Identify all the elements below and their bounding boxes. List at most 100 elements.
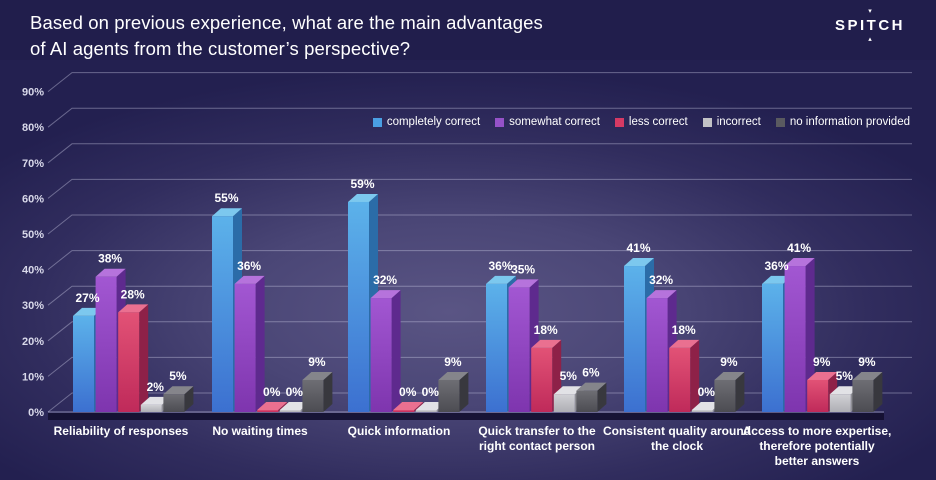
legend-label: incorrect xyxy=(716,116,761,128)
y-axis-ticks: 0% 10% 20% 30% 40% 50% 60% 70% 80% 90% xyxy=(22,87,44,419)
bar-side-face xyxy=(139,304,149,412)
bar-front-face xyxy=(646,298,668,412)
bar-somewhat-correct xyxy=(370,290,401,412)
bar-top-face xyxy=(438,371,469,380)
value-label: 59% xyxy=(350,177,374,191)
bar-front-face xyxy=(279,410,301,412)
gridline xyxy=(47,250,912,270)
value-label: 9% xyxy=(813,355,831,369)
bar-side-face xyxy=(690,339,700,412)
value-label: 36% xyxy=(764,259,788,273)
bar-front-face xyxy=(576,390,598,412)
floor-band xyxy=(48,413,884,420)
logo-triangle-down-icon: ▾ xyxy=(868,8,872,15)
y-tick-label: 30% xyxy=(22,300,44,312)
bar-front-face xyxy=(393,410,415,412)
category-label: No waiting times xyxy=(175,424,345,439)
bar-side-face xyxy=(184,386,194,412)
bar-front-face xyxy=(95,276,117,412)
gridline xyxy=(47,178,912,199)
y-tick-label: 0% xyxy=(28,407,44,419)
bar-front-face xyxy=(852,379,874,412)
bar-front-face xyxy=(212,216,233,412)
gridline xyxy=(47,143,912,164)
value-label: 32% xyxy=(649,273,673,287)
bar-somewhat-correct xyxy=(234,275,265,412)
bar-front-face xyxy=(370,298,392,412)
bar-top-face xyxy=(531,339,562,348)
bar-no-information-provided xyxy=(852,371,883,412)
bar-front-face xyxy=(234,283,256,412)
bar-front-face xyxy=(714,379,736,412)
bar-front-face xyxy=(784,266,806,412)
value-label: 0% xyxy=(698,385,716,399)
y-tick-label: 40% xyxy=(22,265,44,277)
bar-top-face xyxy=(279,402,310,410)
legend-label: less correct xyxy=(628,116,688,128)
bar-top-face xyxy=(348,193,378,202)
category-label-line: the clock xyxy=(650,439,704,453)
bar-front-face xyxy=(829,394,851,412)
gridline xyxy=(47,214,912,235)
bar-front-face xyxy=(486,283,507,412)
y-tick-label: 90% xyxy=(22,87,44,99)
legend-swatch-icon xyxy=(614,117,624,127)
chart-floor xyxy=(48,411,884,420)
bar-top-face xyxy=(691,402,722,410)
bar-top-face xyxy=(762,275,792,284)
value-label: 9% xyxy=(720,355,738,369)
header: Based on previous experience, what are t… xyxy=(0,0,936,70)
bar-front-face xyxy=(163,394,185,412)
bar-front-face xyxy=(140,404,162,412)
bar-side-face xyxy=(391,290,401,412)
page-title: Based on previous experience, what are t… xyxy=(30,10,590,62)
value-label: 27% xyxy=(75,291,99,305)
gridline xyxy=(47,107,912,128)
bar-top-face xyxy=(624,258,654,267)
bar-top-face xyxy=(212,208,242,217)
value-label: 41% xyxy=(626,241,650,255)
bar-side-face xyxy=(805,258,815,412)
category-label: Quick information xyxy=(314,424,484,439)
bar-somewhat-correct xyxy=(784,258,815,412)
chart-legend: completely correct somewhat correct less c… xyxy=(372,114,910,130)
bar-top-face xyxy=(370,290,401,299)
legend-label: completely correct xyxy=(386,116,481,128)
bar-top-face xyxy=(73,307,103,316)
bar-front-face xyxy=(807,379,829,412)
value-label: 41% xyxy=(787,241,811,255)
bar-front-face xyxy=(438,379,460,412)
legend-swatch-icon xyxy=(775,117,785,127)
category-label-line: better answers xyxy=(774,454,860,468)
bar-front-face xyxy=(118,312,140,412)
logo-text: SPITCH xyxy=(834,17,905,34)
value-label: 5% xyxy=(836,369,854,383)
spitch-logo: ▾ SPITCH ▴ xyxy=(828,8,912,44)
y-tick-label: 20% xyxy=(22,336,44,348)
y-tick-label: 60% xyxy=(22,193,44,205)
bar-front-face xyxy=(348,201,369,412)
gridline xyxy=(47,72,912,92)
legend-label: somewhat correct xyxy=(509,116,600,128)
value-label: 18% xyxy=(672,323,696,337)
legend-swatch-icon xyxy=(702,117,712,127)
value-label: 18% xyxy=(534,323,558,337)
y-tick-label: 10% xyxy=(22,371,44,383)
category-label-line: Reliability of responses xyxy=(53,424,189,438)
bar-top-face xyxy=(95,268,126,277)
bar-no-information-provided xyxy=(438,371,469,412)
logo-triangle-up-icon: ▴ xyxy=(868,36,872,43)
bar-front-face xyxy=(691,410,713,412)
legend-label: no information provided xyxy=(789,116,910,128)
bar-front-face xyxy=(669,347,691,412)
value-labels: 27% 38% 28% 2% 5% 55% 36% 0% 0% 9% 59% 32% 0% 0% 9% 36%… xyxy=(75,177,875,399)
bar-top-face xyxy=(257,402,288,410)
bar-less-correct xyxy=(669,339,700,412)
value-label: 2% xyxy=(147,380,165,394)
bar-top-face xyxy=(118,304,149,313)
value-label: 9% xyxy=(308,355,326,369)
legend-item: no information provided xyxy=(775,116,910,128)
bar-top-face xyxy=(302,371,333,380)
legend-swatch-icon xyxy=(372,117,382,127)
value-label: 9% xyxy=(444,355,462,369)
